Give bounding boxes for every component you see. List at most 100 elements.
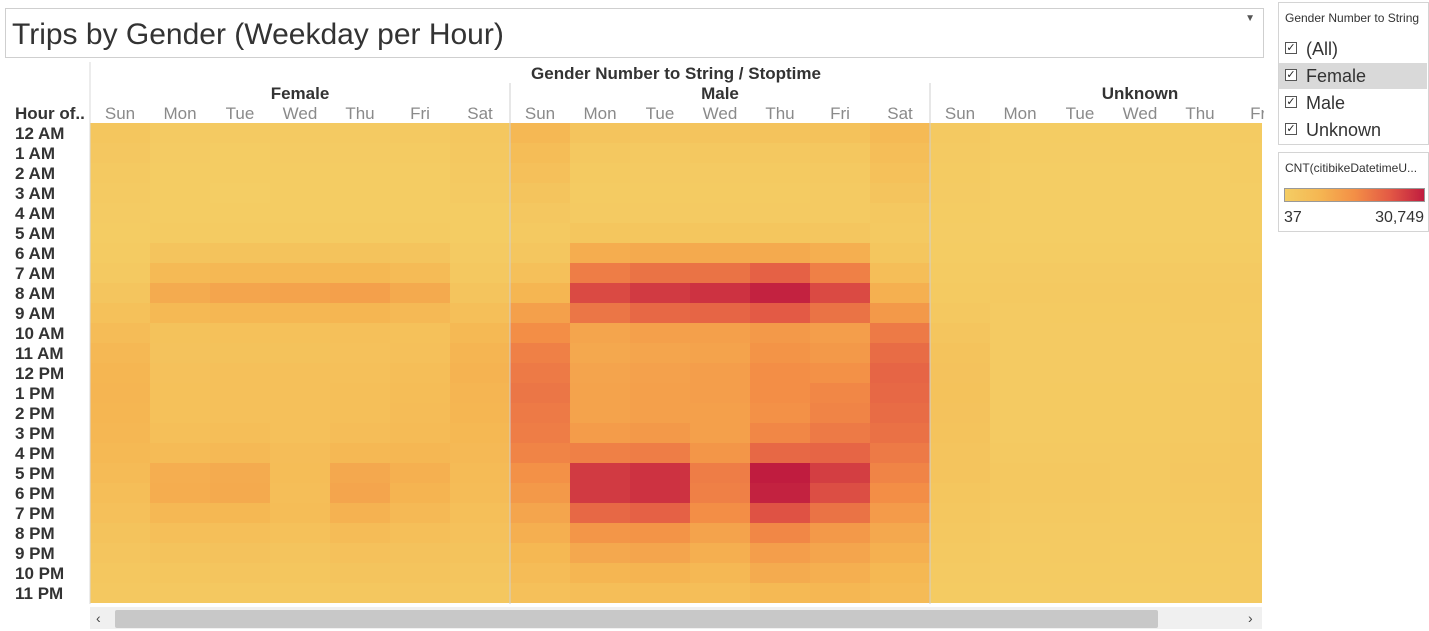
heatmap-cell[interactable]	[510, 363, 570, 383]
heatmap-cell[interactable]	[930, 203, 990, 223]
heatmap-cell[interactable]	[390, 423, 450, 443]
heatmap-cell[interactable]	[750, 523, 810, 543]
heatmap-cell[interactable]	[150, 463, 210, 483]
heatmap-cell[interactable]	[930, 543, 990, 563]
heatmap-cell[interactable]	[990, 203, 1050, 223]
heatmap-cell[interactable]	[750, 243, 810, 263]
heatmap-cell[interactable]	[690, 263, 750, 283]
heatmap-cell[interactable]	[150, 323, 210, 343]
heatmap-cell[interactable]	[630, 283, 690, 303]
heatmap-cell[interactable]	[1230, 483, 1262, 503]
heatmap-cell[interactable]	[150, 563, 210, 583]
heatmap-cell[interactable]	[930, 223, 990, 243]
heatmap-cell[interactable]	[90, 143, 150, 163]
heatmap-cell[interactable]	[630, 223, 690, 243]
heatmap-cell[interactable]	[750, 203, 810, 223]
heatmap-cell[interactable]	[330, 223, 390, 243]
heatmap-cell[interactable]	[450, 583, 510, 603]
heatmap-cell[interactable]	[810, 563, 870, 583]
heatmap-cell[interactable]	[630, 423, 690, 443]
heatmap-cell[interactable]	[270, 563, 330, 583]
heatmap-cell[interactable]	[1050, 563, 1110, 583]
heatmap-cell[interactable]	[1050, 483, 1110, 503]
heatmap-cell[interactable]	[930, 143, 990, 163]
heatmap-cell[interactable]	[630, 463, 690, 483]
heatmap-cell[interactable]	[810, 463, 870, 483]
heatmap-cell[interactable]	[270, 503, 330, 523]
heatmap-cell[interactable]	[990, 543, 1050, 563]
heatmap-cell[interactable]	[690, 563, 750, 583]
heatmap-cell[interactable]	[810, 483, 870, 503]
title-bar[interactable]: Trips by Gender (Weekday per Hour) ▼	[5, 8, 1264, 58]
heatmap-cell[interactable]	[210, 343, 270, 363]
heatmap-cell[interactable]	[1110, 463, 1170, 483]
heatmap-cell[interactable]	[1050, 283, 1110, 303]
heatmap-cell[interactable]	[570, 223, 630, 243]
heatmap-cell[interactable]	[330, 243, 390, 263]
heatmap-cell[interactable]	[270, 343, 330, 363]
heatmap-cell[interactable]	[810, 363, 870, 383]
heatmap-cell[interactable]	[450, 263, 510, 283]
heatmap-cell[interactable]	[1110, 323, 1170, 343]
heatmap-cell[interactable]	[390, 503, 450, 523]
heatmap-cell[interactable]	[990, 463, 1050, 483]
heatmap-cell[interactable]	[1050, 223, 1110, 243]
heatmap-cell[interactable]	[1050, 423, 1110, 443]
heatmap-cell[interactable]	[330, 423, 390, 443]
heatmap-cell[interactable]	[1230, 203, 1262, 223]
heatmap-cell[interactable]	[390, 323, 450, 343]
heatmap-cell[interactable]	[930, 403, 990, 423]
heatmap-cell[interactable]	[870, 223, 930, 243]
heatmap-cell[interactable]	[210, 283, 270, 303]
heatmap-cell[interactable]	[390, 283, 450, 303]
heatmap-cell[interactable]	[870, 383, 930, 403]
heatmap-cell[interactable]	[690, 143, 750, 163]
heatmap-cell[interactable]	[210, 303, 270, 323]
heatmap-cell[interactable]	[1230, 423, 1262, 443]
heatmap-cell[interactable]	[870, 203, 930, 223]
heatmap-cell[interactable]	[330, 303, 390, 323]
heatmap-cell[interactable]	[90, 503, 150, 523]
heatmap-cell[interactable]	[1230, 583, 1262, 603]
heatmap-cell[interactable]	[870, 183, 930, 203]
heatmap-cell[interactable]	[870, 143, 930, 163]
heatmap-cell[interactable]	[810, 283, 870, 303]
heatmap-cell[interactable]	[1170, 423, 1230, 443]
title-dropdown-icon[interactable]: ▼	[1245, 13, 1255, 24]
heatmap-cell[interactable]	[1170, 303, 1230, 323]
heatmap-cell[interactable]	[630, 123, 690, 143]
heatmap-cell[interactable]	[510, 303, 570, 323]
heatmap-cell[interactable]	[750, 183, 810, 203]
heatmap-cell[interactable]	[450, 423, 510, 443]
heatmap-cell[interactable]	[690, 483, 750, 503]
heatmap-cell[interactable]	[570, 343, 630, 363]
heatmap-cell[interactable]	[90, 383, 150, 403]
heatmap-cell[interactable]	[1110, 283, 1170, 303]
heatmap-cell[interactable]	[750, 503, 810, 523]
heatmap-cell[interactable]	[90, 363, 150, 383]
heatmap-cell[interactable]	[90, 183, 150, 203]
heatmap-cell[interactable]	[1110, 563, 1170, 583]
heatmap-cell[interactable]	[330, 563, 390, 583]
heatmap-cell[interactable]	[750, 223, 810, 243]
heatmap-cell[interactable]	[1230, 123, 1262, 143]
heatmap-cell[interactable]	[210, 563, 270, 583]
heatmap-cell[interactable]	[870, 483, 930, 503]
heatmap-cell[interactable]	[990, 223, 1050, 243]
heatmap-cell[interactable]	[210, 503, 270, 523]
heatmap-cell[interactable]	[1050, 503, 1110, 523]
heatmap-cell[interactable]	[270, 383, 330, 403]
heatmap-cell[interactable]	[270, 143, 330, 163]
heatmap-cell[interactable]	[690, 443, 750, 463]
heatmap-cell[interactable]	[510, 183, 570, 203]
heatmap-cell[interactable]	[570, 563, 630, 583]
heatmap-cell[interactable]	[990, 143, 1050, 163]
heatmap-cell[interactable]	[90, 543, 150, 563]
heatmap-cell[interactable]	[90, 243, 150, 263]
heatmap-cell[interactable]	[1110, 543, 1170, 563]
heatmap-cell[interactable]	[990, 483, 1050, 503]
heatmap-cell[interactable]	[390, 123, 450, 143]
heatmap-cell[interactable]	[690, 543, 750, 563]
heatmap-cell[interactable]	[270, 223, 330, 243]
heatmap-cell[interactable]	[1230, 403, 1262, 423]
